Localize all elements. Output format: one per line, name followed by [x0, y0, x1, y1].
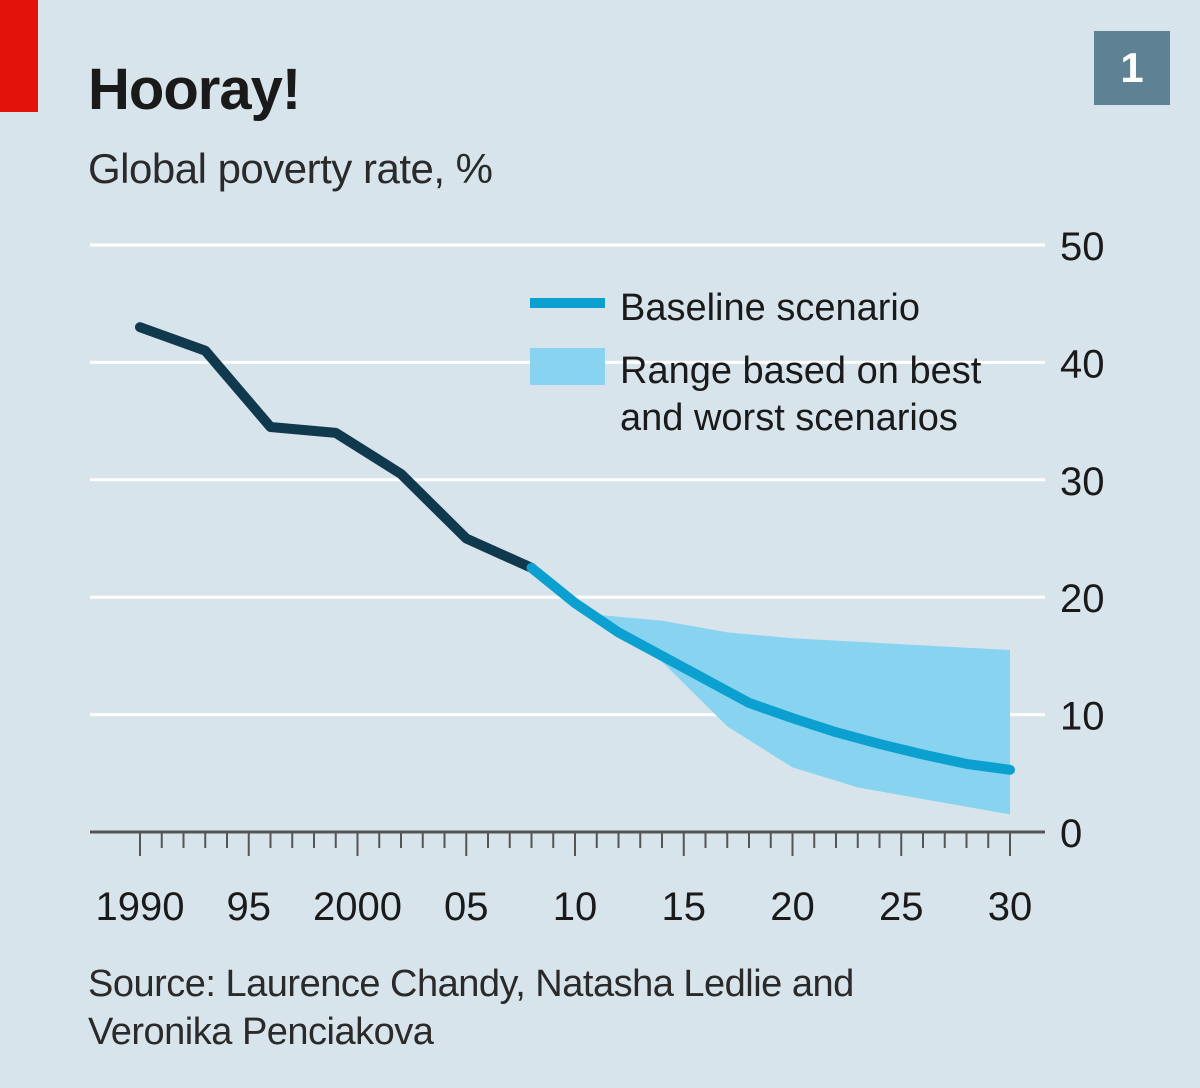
y-tick-label-0: 0 — [1060, 812, 1082, 856]
historical-line — [135, 322, 537, 573]
chart-number-badge: 1 — [1094, 31, 1170, 105]
x-tick-label-05: 05 — [444, 885, 489, 929]
x-tick-label-2000: 2000 — [313, 885, 402, 929]
legend-baseline-label: Baseline scenario — [620, 287, 920, 329]
x-tick-label-10: 10 — [553, 885, 598, 929]
legend-range-label-line2: and worst scenarios — [620, 397, 958, 439]
source-line-2: Veronika Penciakova — [88, 1011, 434, 1053]
y-tick-label-50: 50 — [1060, 225, 1105, 269]
range-area — [596, 614, 1010, 815]
y-tick-label-10: 10 — [1060, 695, 1105, 739]
baseline-line — [526, 562, 1015, 775]
x-tick-label-95: 95 — [227, 885, 272, 929]
x-tick-label-1990: 1990 — [96, 885, 185, 929]
chart-svg: 0 10 20 30 40 50 1990 95 2000 05 10 15 20 25 30 Baselin… — [90, 225, 1105, 929]
x-tick-label-30: 30 — [988, 885, 1033, 929]
y-tick-label-30: 30 — [1060, 460, 1105, 504]
y-tick-label-40: 40 — [1060, 342, 1105, 386]
chart-title: Hooray! — [88, 57, 301, 122]
x-tick-label-20: 20 — [770, 885, 815, 929]
source-line-1: Source: Laurence Chandy, Natasha Ledlie … — [88, 963, 854, 1005]
chart-subtitle: Global poverty rate, % — [88, 145, 493, 192]
source-note: Source: Laurence Chandy, Natasha Ledlie … — [88, 960, 854, 1056]
y-tick-label-20: 20 — [1060, 577, 1105, 621]
brand-red-tag — [0, 0, 38, 112]
x-tick-label-25: 25 — [879, 885, 924, 929]
legend-range-label-line1: Range based on best — [620, 350, 982, 392]
x-tick-label-15: 15 — [662, 885, 707, 929]
legend-range-swatch — [530, 348, 605, 385]
